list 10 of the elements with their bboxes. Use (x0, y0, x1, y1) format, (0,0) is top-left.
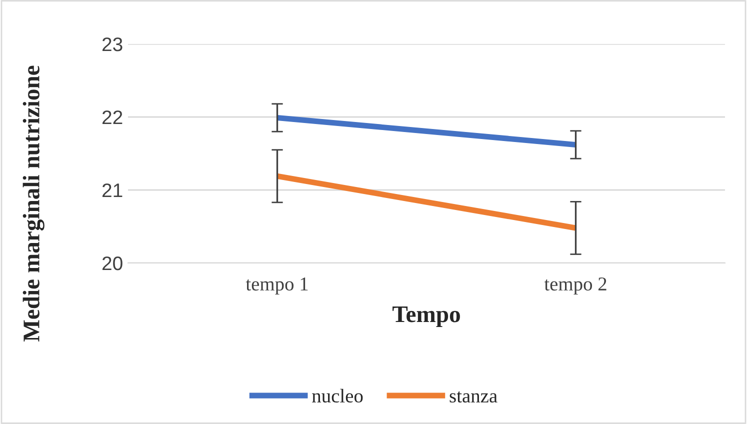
x-axis-title: Tempo (392, 306, 460, 328)
x-tick-label: tempo 1 (246, 278, 308, 295)
y-tick-label: 21 (102, 183, 122, 198)
y-axis-title: Medie marginali nutrizione (22, 66, 44, 342)
y-tick-label: 23 (102, 37, 122, 52)
legend-label: nucleo (312, 388, 363, 403)
y-tick-label: 20 (102, 256, 122, 270)
legend-label: stanza (450, 391, 498, 403)
x-tick-label: tempo 2 (544, 278, 606, 295)
y-tick-label: 22 (102, 110, 122, 124)
